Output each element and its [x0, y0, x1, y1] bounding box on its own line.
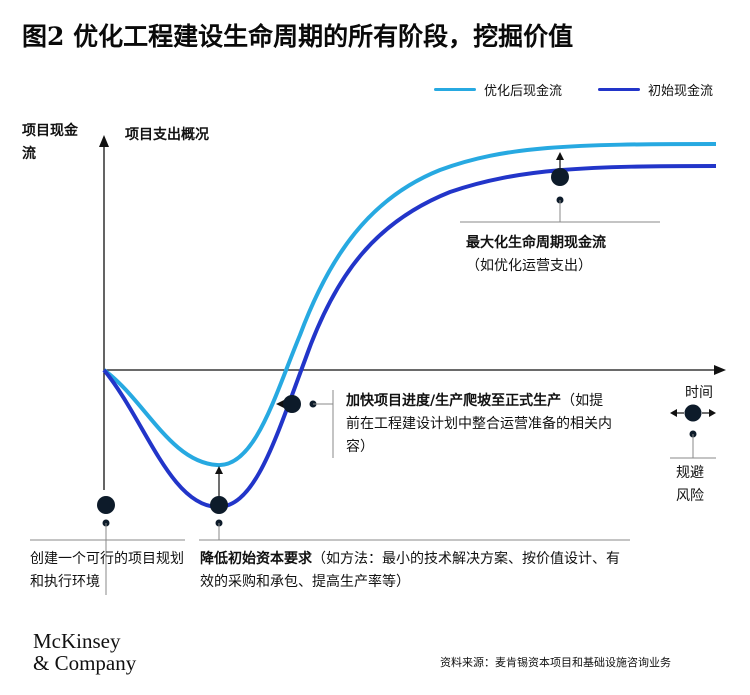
y-axis-label: 项目现金流 [22, 123, 78, 162]
risk-arrow-left-head [670, 409, 677, 417]
initial-cashflow-curve [102, 164, 717, 510]
legend-initial-swatch [598, 88, 640, 91]
logo-line-1: McKinsey [33, 629, 121, 653]
plan-marker [97, 496, 115, 514]
reduce-annotation: 降低初始资本要求（如方法：最小的技术解决方案、按价值设计、有效的采购和承包、提高… [200, 548, 630, 594]
source-note: 资料来源：麦肯锡资本项目和基础设施咨询业务 [440, 656, 671, 669]
reduce-detail: （如方法：最小的技术解决方案、按价值设计、有效的采购和承包、提高生产率等） [200, 551, 620, 590]
mckinsey-logo: McKinsey & Company [33, 630, 136, 674]
accelerate-arrow-head [276, 400, 284, 408]
chart-title: 图2 优化工程建设生命周期的所有阶段，挖掘价值 [22, 22, 574, 51]
risk-marker [684, 404, 702, 422]
lifecycle-annotation: 最大化生命周期现金流 （如优化运营支出） [466, 232, 676, 278]
legend-optimized-swatch [434, 88, 476, 91]
lifecycle-title: 最大化生命周期现金流 [466, 235, 606, 251]
accelerate-annotation: 加快项目进度/生产爬坡至正式生产（如提前在工程建设计划中整合运营准备的相关内容） [346, 390, 614, 459]
chart-subtitle: 项目支出概况 [125, 127, 209, 143]
x-axis-label: 时间 [685, 385, 713, 401]
lifecycle-detail: （如优化运营支出） [466, 258, 592, 274]
risk-label: 规避风险 [676, 465, 704, 504]
reduce-marker [210, 496, 228, 514]
reduce-arrow-head [215, 466, 223, 474]
legend-optimized-label: 优化后现金流 [484, 84, 563, 99]
y-axis-arrow [99, 135, 109, 147]
legend-initial-label: 初始现金流 [648, 84, 714, 99]
lifecycle-marker [551, 168, 569, 186]
reduce-title: 降低初始资本要求 [200, 551, 312, 567]
plan-annotation: 创建一个可行的项目规划和执行环境 [30, 551, 184, 590]
logo-line-2: & Company [33, 651, 137, 675]
lifecycle-arrow-head [556, 152, 564, 160]
accelerate-title: 加快项目进度/生产爬坡至正式生产 [346, 393, 562, 409]
optimized-cashflow-curve [102, 142, 717, 468]
x-axis-arrow [714, 365, 726, 375]
accelerate-detail: （如提前在工程建设计划中整合运营准备的相关内容） [346, 393, 612, 455]
accelerate-marker [283, 395, 301, 413]
legend-initial: 初始现金流 [598, 80, 713, 99]
legend-optimized: 优化后现金流 [434, 80, 562, 99]
risk-arrow-right-head [709, 409, 716, 417]
